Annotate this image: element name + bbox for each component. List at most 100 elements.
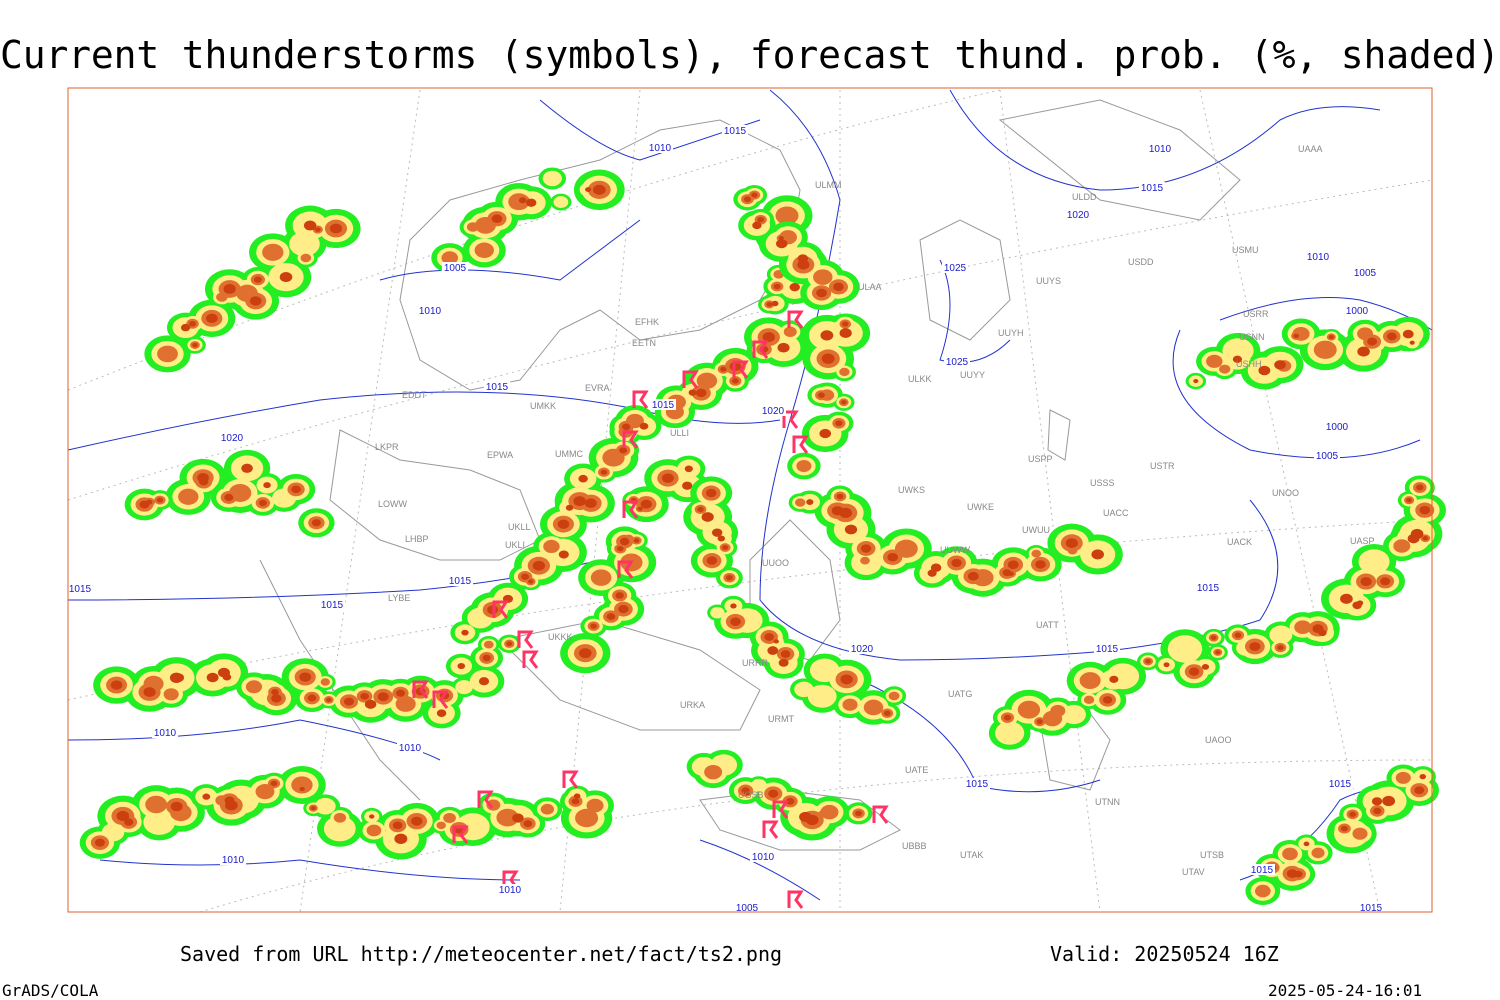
isobar-label-bg [484, 381, 510, 392]
shading-cell [1380, 577, 1391, 586]
station-label: UATG [948, 689, 972, 699]
shading-cell [637, 506, 643, 511]
shading-cell [606, 613, 616, 621]
shading-cell [1352, 827, 1368, 840]
shading-cell [831, 506, 844, 516]
shading-cell [633, 538, 640, 543]
shading-cell [457, 662, 466, 670]
shading-cell [532, 560, 546, 571]
shading-cell [314, 227, 321, 232]
shading-cell [228, 483, 252, 502]
shading-cell [271, 689, 279, 696]
shading-cell [1356, 600, 1364, 606]
station-label: UUWW [940, 545, 970, 555]
shading-cell [116, 810, 130, 822]
shading-cell [364, 699, 377, 709]
storm-symbol [787, 890, 804, 909]
shading-cell [805, 814, 819, 826]
shading-cell [682, 481, 693, 490]
shading-cell [639, 422, 649, 430]
shading-cell [225, 800, 238, 811]
shading-cell [705, 488, 717, 498]
shading-cell [145, 795, 168, 814]
shading-cell [710, 606, 725, 619]
shading-cell [844, 524, 858, 535]
shading-cell [1232, 355, 1243, 364]
shading-cell [771, 300, 779, 307]
isobar-label-bg [67, 583, 93, 594]
shading-cell [156, 497, 164, 503]
shading-cell [840, 674, 853, 685]
isobar-label-bg [1094, 643, 1120, 654]
shading-cell [730, 617, 741, 626]
shading-cell [172, 673, 185, 683]
shading-cell [217, 667, 230, 678]
station-label: ULAA [858, 282, 882, 292]
shading-cell [205, 313, 218, 324]
isobar-label: 1020 [762, 406, 785, 417]
shading-cell [310, 806, 316, 811]
shading-cell [206, 672, 219, 683]
shading-cell [751, 192, 758, 198]
shading-cell [1313, 340, 1337, 359]
shading-cell [726, 575, 733, 581]
isobar-label-bg [152, 727, 178, 738]
storm-symbol [792, 435, 809, 454]
shading-cell [1357, 327, 1373, 341]
shading-cell [777, 342, 790, 353]
shading-cell [333, 812, 347, 823]
shading-cell [767, 646, 779, 655]
shading-cell [967, 571, 979, 581]
station-label: USDD [1128, 257, 1154, 267]
storm-symbol [682, 370, 699, 389]
shading-cell [377, 692, 389, 702]
isobar-label: 1015 [1141, 183, 1164, 194]
shading-cell [1406, 497, 1412, 503]
shading-cell [512, 813, 524, 823]
credit: GrADS/COLA [2, 981, 99, 1000]
shading-cell [565, 504, 574, 511]
shading-cell [573, 793, 581, 799]
isobar-label: 1015 [1329, 779, 1352, 790]
station-label: URRR [742, 658, 768, 668]
shading-cell [1303, 841, 1310, 847]
shading-cell [816, 288, 827, 298]
shading-cell [255, 784, 275, 800]
shading-cell [819, 428, 832, 439]
shading-cell [860, 556, 870, 565]
shading-cell [1311, 847, 1325, 859]
isobar-label-bg [734, 902, 760, 913]
station-label: URMT [768, 714, 794, 724]
shading-cell [146, 499, 153, 505]
station-label: EETN [632, 338, 656, 348]
station-label: UNOO [1272, 488, 1299, 498]
isobar-label: 1000 [1346, 306, 1369, 317]
shading-cell [394, 833, 408, 845]
shading-cell [496, 808, 519, 827]
shading-cell [1035, 560, 1046, 569]
shading-cell [1188, 667, 1200, 676]
shading-cell [722, 545, 729, 550]
shading-cell [110, 680, 123, 690]
shading-cell [842, 698, 858, 711]
shading-cell [695, 388, 707, 398]
isobar-label-bg [220, 854, 246, 865]
shading-cell [1215, 650, 1221, 655]
shading-cell [1358, 549, 1390, 575]
shading-cell [701, 512, 714, 522]
shading-cell [1102, 696, 1113, 704]
isobar-label: 1005 [1354, 268, 1377, 279]
storm-symbol [502, 870, 519, 889]
shading-cell [821, 353, 835, 364]
shading-cell [311, 519, 321, 527]
thunderstorm-probability-shading [79, 167, 1446, 906]
station-label: EPWA [487, 450, 513, 460]
storm-symbol [412, 680, 429, 699]
shading-cell [1371, 797, 1383, 806]
shading-cell [930, 563, 942, 572]
isobar-label-bg [1065, 209, 1091, 220]
shading-cell [842, 321, 849, 327]
shading-cell [778, 658, 789, 667]
shading-cell [392, 821, 403, 830]
shading-cell [258, 499, 267, 507]
